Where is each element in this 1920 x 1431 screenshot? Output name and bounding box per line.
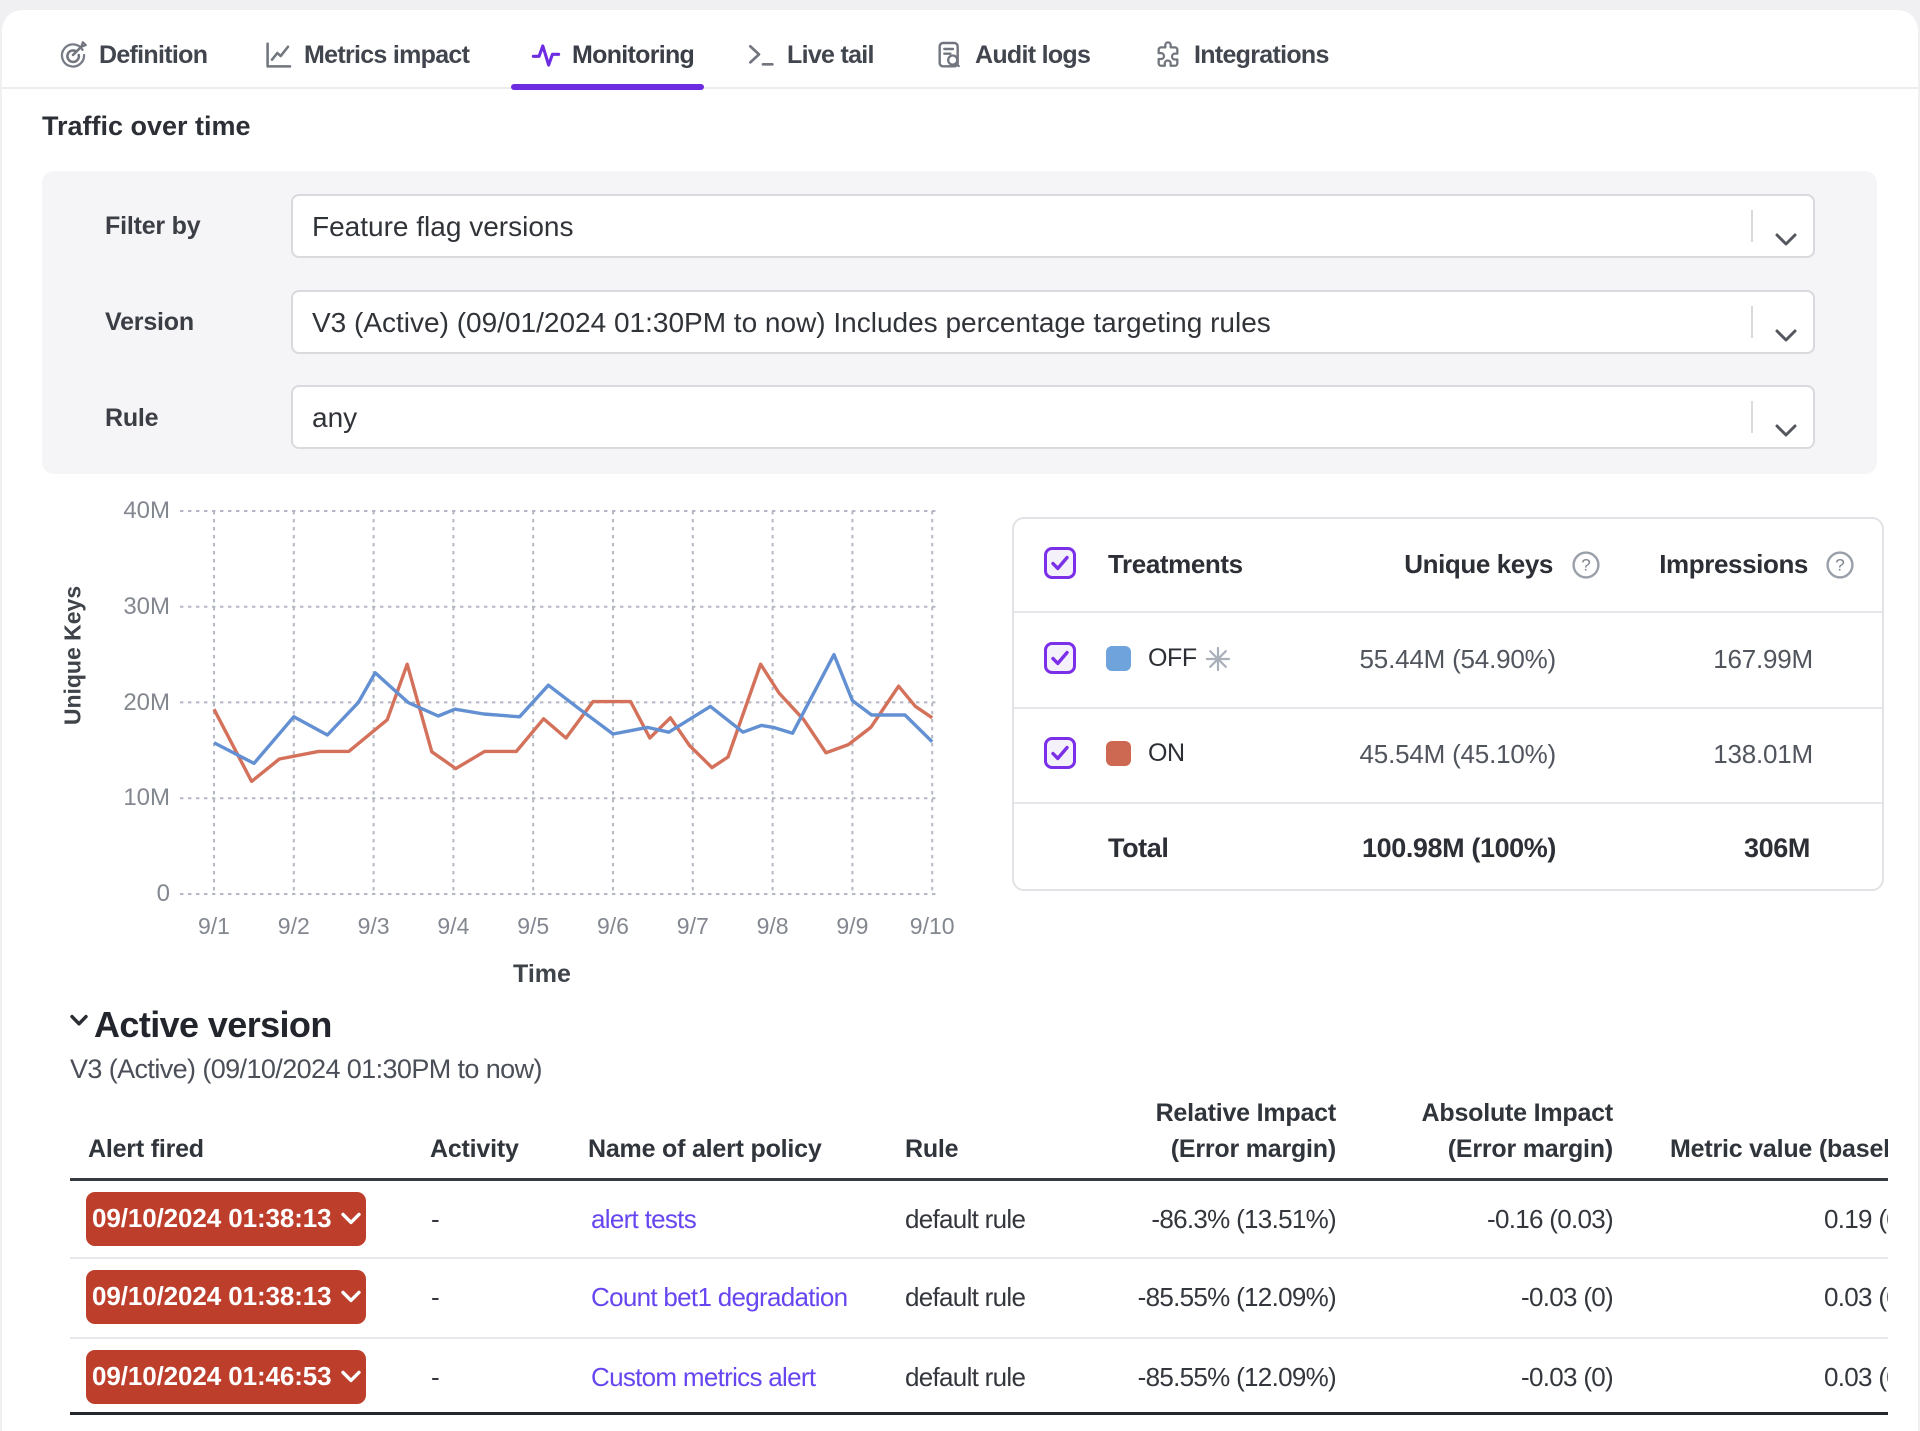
svg-text:?: ?	[1581, 556, 1590, 575]
svg-text:?: ?	[1835, 556, 1844, 575]
